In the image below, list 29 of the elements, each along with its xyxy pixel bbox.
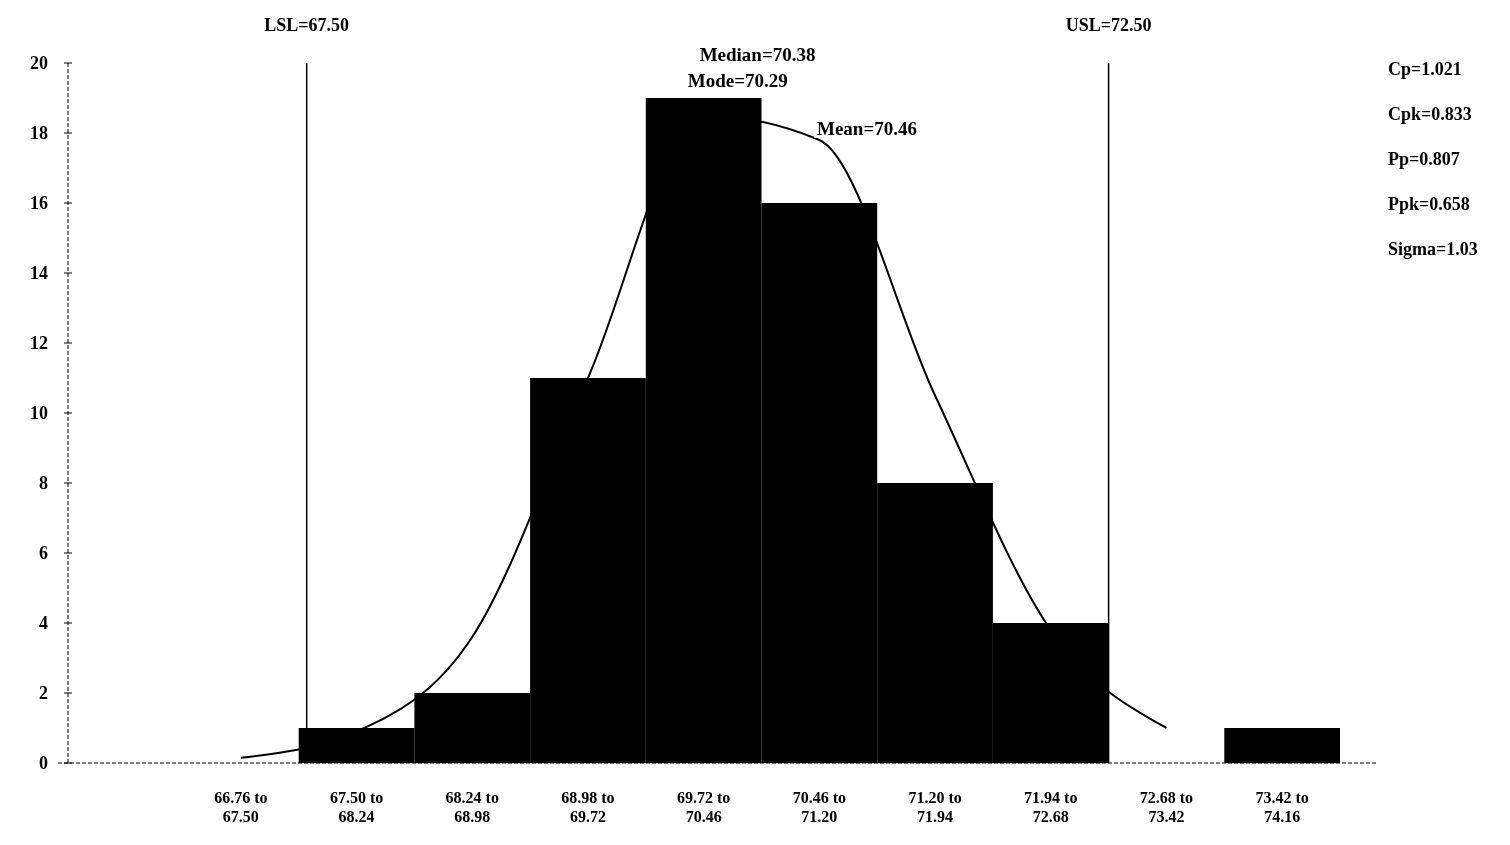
y-tick-label: 18: [30, 123, 48, 144]
y-tick-label: 6: [39, 543, 48, 564]
y-tick-label: 16: [30, 193, 48, 214]
x-tick-label: 70.46 to 71.20: [792, 789, 847, 826]
x-tick-label: 71.94 to 72.68: [1024, 789, 1078, 826]
x-tick-label: 68.98 to 69.72: [561, 789, 615, 826]
y-tick-label: 20: [30, 53, 48, 74]
text: Sigma=1.03: [1388, 239, 1478, 259]
y-tick-label: 14: [30, 263, 48, 284]
text: Ppk=0.658: [1388, 194, 1470, 214]
x-tick-label: 73.42 to 74.16: [1255, 789, 1309, 826]
annotation: Median=70.38: [699, 44, 816, 65]
y-tick-label: 8: [39, 473, 48, 494]
y-tick-label: 10: [30, 403, 48, 424]
text: Cpk=0.833: [1388, 104, 1472, 124]
annotation: Mean=70.46: [817, 118, 918, 139]
x-tick-label: 66.76 to 67.50: [214, 789, 268, 826]
x-tick-label: 67.50 to 68.24: [329, 789, 384, 826]
annotation: Mode=70.29: [687, 70, 788, 91]
y-tick-label: 2: [39, 683, 48, 704]
x-tick-label: 72.68 to 73.42: [1139, 789, 1194, 826]
y-tick-label: 12: [30, 333, 48, 354]
text: Cp=1.021: [1388, 59, 1462, 79]
x-tick-label: 69.72 to 70.46: [676, 789, 731, 826]
text: Pp=0.807: [1388, 149, 1460, 169]
x-tick-label: 68.24 to 68.98: [445, 789, 499, 826]
y-tick-label: 4: [39, 613, 48, 634]
y-tick-label: 0: [39, 753, 48, 774]
x-tick-label: 71.20 to 71.94: [908, 789, 962, 826]
